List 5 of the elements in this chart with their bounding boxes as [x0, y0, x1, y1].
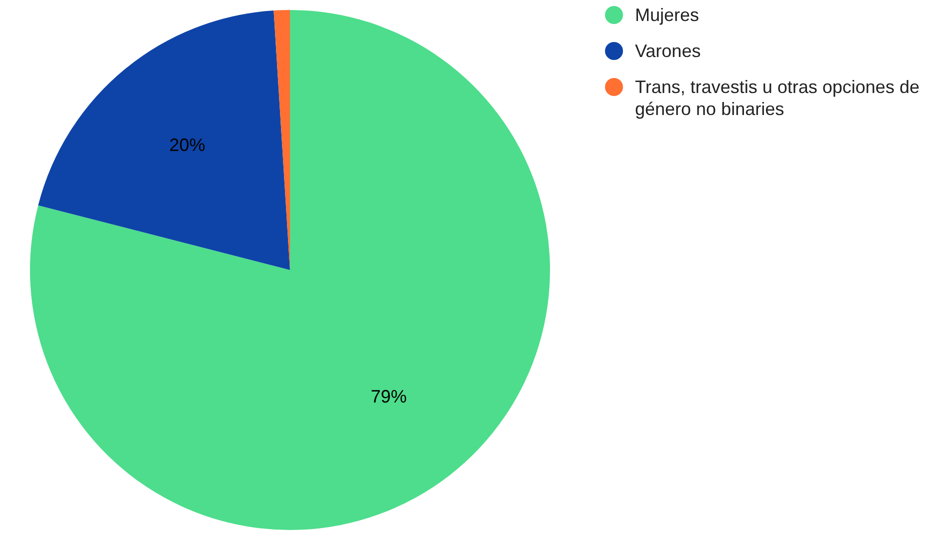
- data-label: 79%: [370, 386, 407, 406]
- data-label: 20%: [169, 134, 206, 155]
- legend-label: Trans, travestis u otras opciones de género no binaries: [635, 76, 920, 120]
- legend-label: Mujeres: [635, 4, 700, 26]
- legend-label: Varones: [635, 40, 701, 62]
